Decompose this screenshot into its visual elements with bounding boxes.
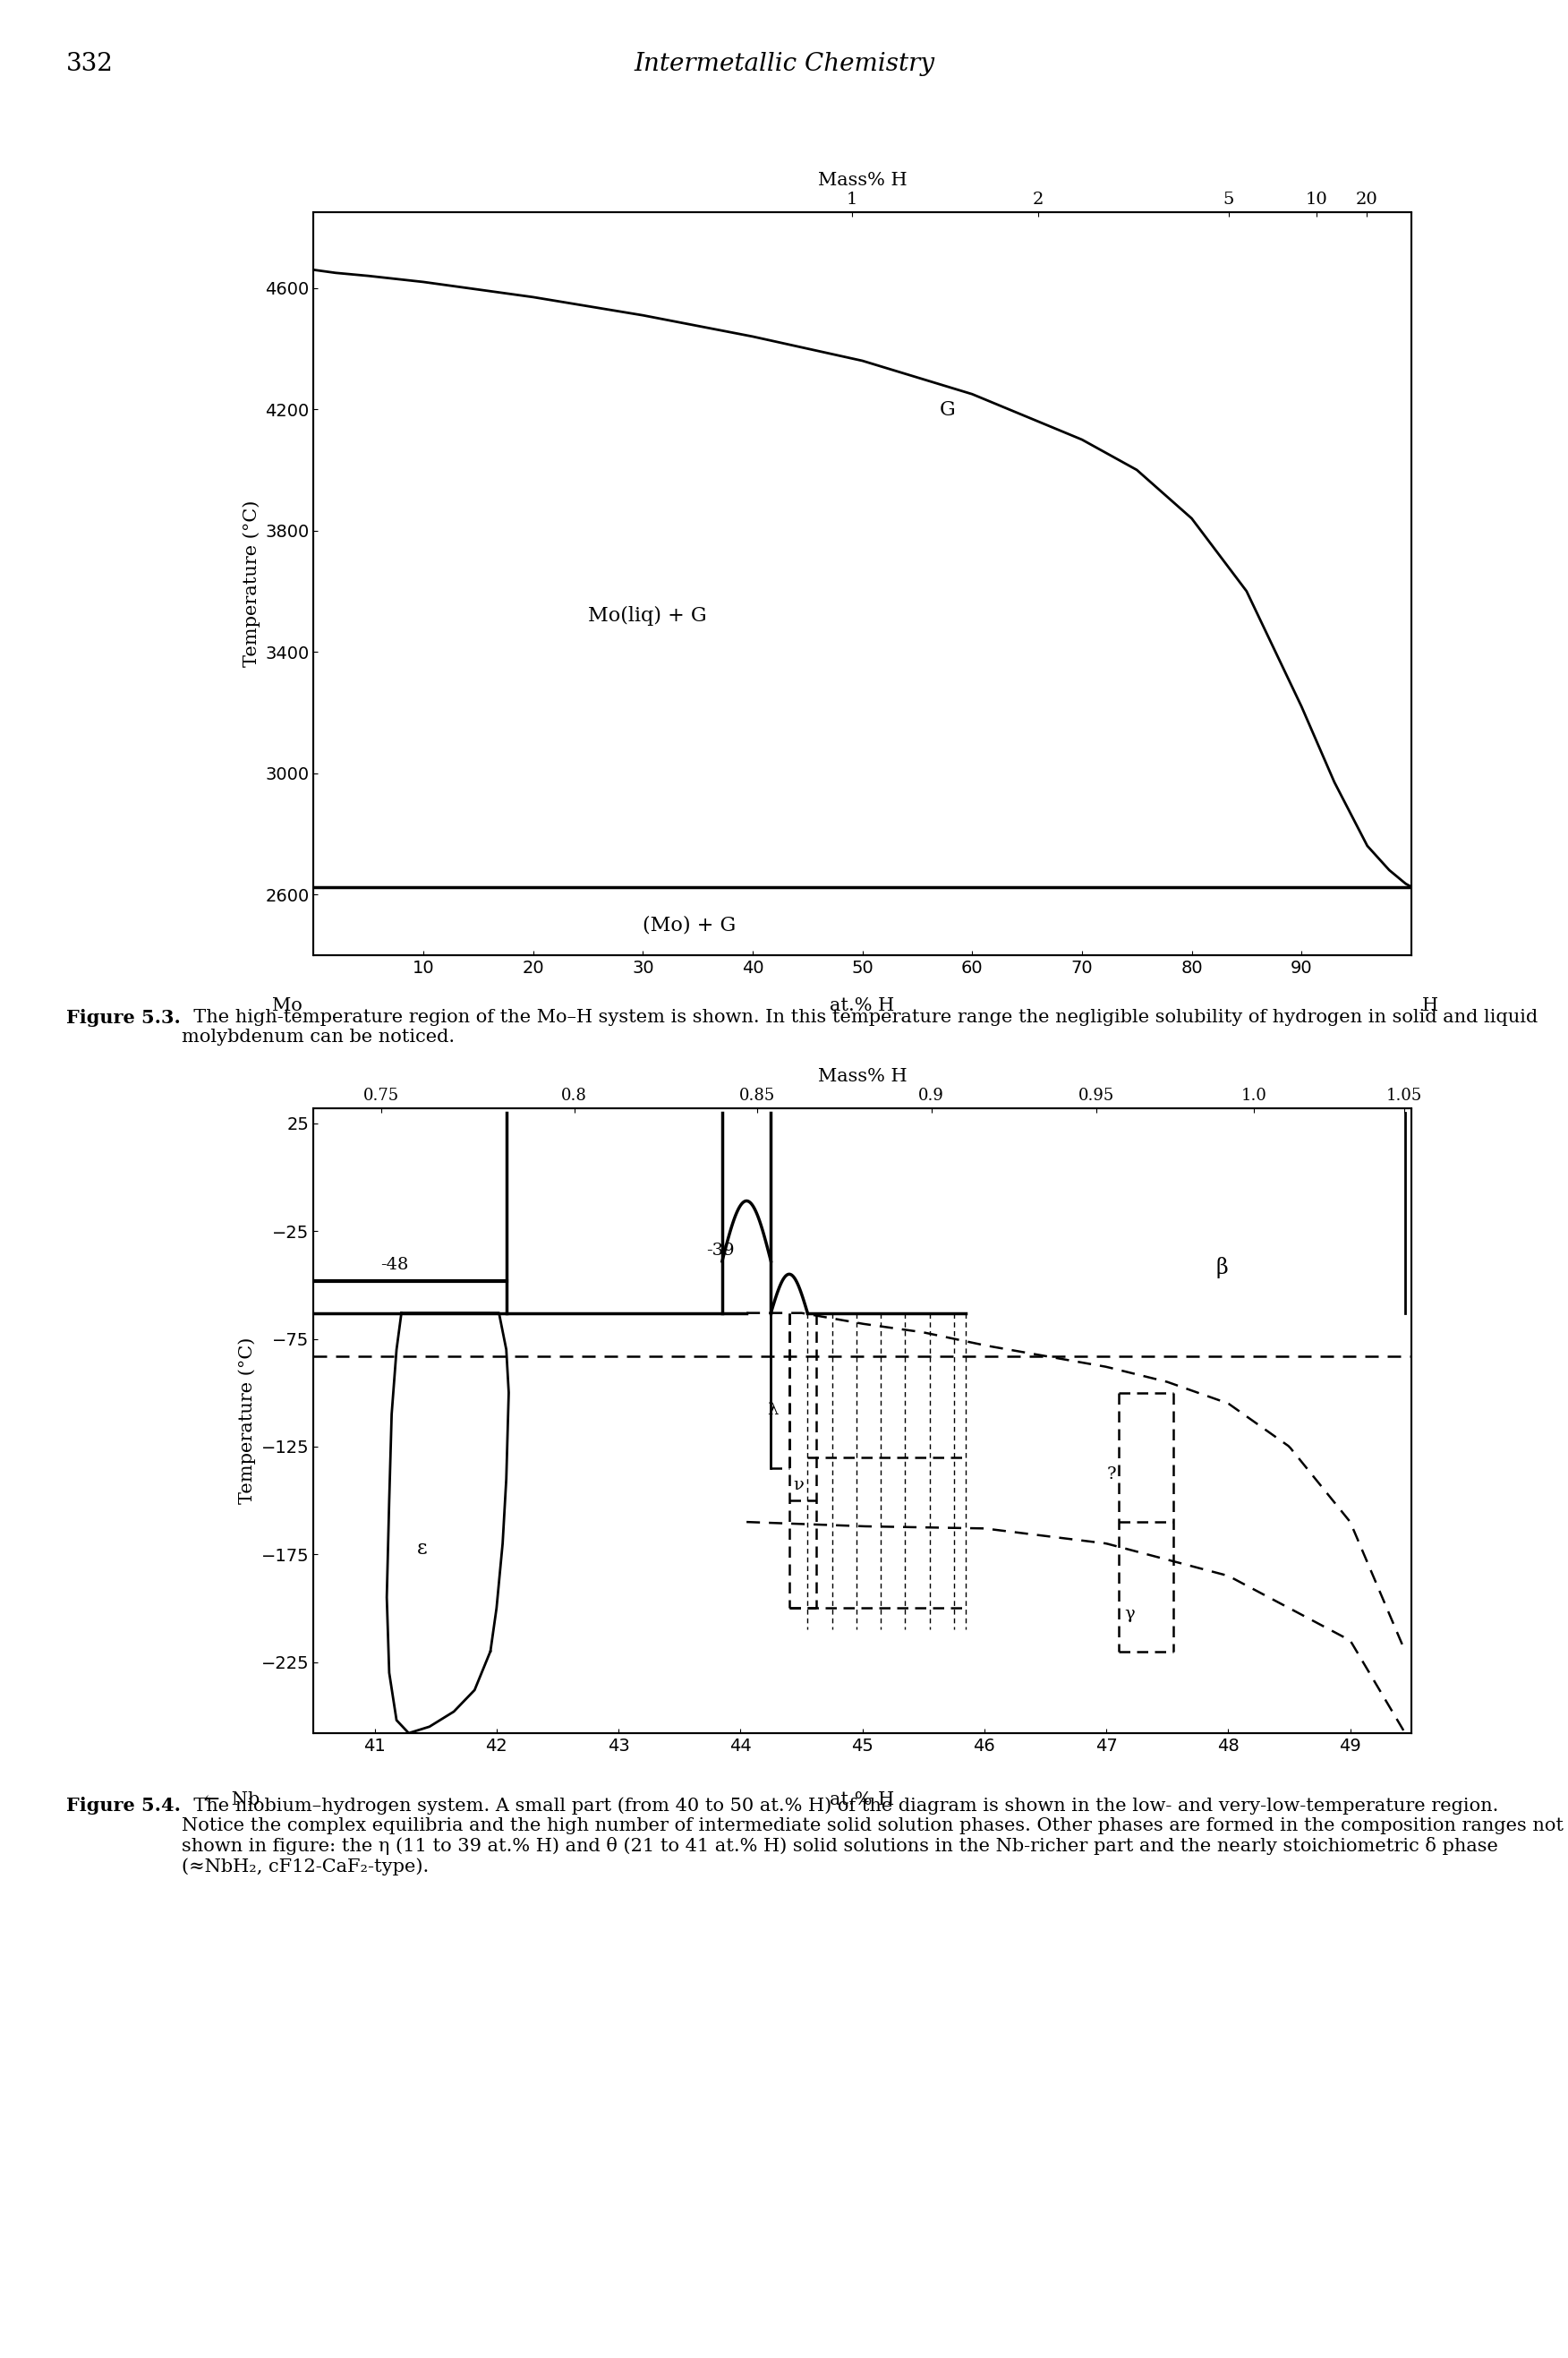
- Text: H: H: [1422, 997, 1438, 1014]
- Text: (Mo) + G: (Mo) + G: [643, 915, 737, 936]
- Text: ←  Nb: ← Nb: [204, 1792, 260, 1809]
- Text: Figure 5.4.: Figure 5.4.: [66, 1797, 180, 1816]
- Text: Mo(liq) + G: Mo(liq) + G: [588, 606, 707, 625]
- Text: ν: ν: [793, 1476, 803, 1493]
- X-axis label: Mass% H: Mass% H: [818, 1068, 906, 1085]
- Text: at.% H: at.% H: [829, 1792, 895, 1809]
- Text: ε: ε: [417, 1540, 428, 1559]
- Text: The high-temperature region of the Mo–H system is shown. In this temperature ran: The high-temperature region of the Mo–H …: [182, 1009, 1538, 1047]
- Text: Intermetallic Chemistry: Intermetallic Chemistry: [633, 52, 935, 75]
- Text: γ: γ: [1124, 1606, 1135, 1622]
- Y-axis label: Temperature (°C): Temperature (°C): [238, 1337, 256, 1504]
- Text: at.% H: at.% H: [829, 997, 895, 1014]
- Text: Mo: Mo: [273, 997, 303, 1014]
- Text: Figure 5.3.: Figure 5.3.: [66, 1009, 180, 1028]
- Text: -48: -48: [381, 1257, 409, 1273]
- Text: 332: 332: [66, 52, 113, 75]
- Text: ?: ?: [1107, 1467, 1116, 1483]
- X-axis label: Mass% H: Mass% H: [818, 172, 906, 189]
- Text: -39: -39: [706, 1243, 734, 1259]
- Y-axis label: Temperature (°C): Temperature (°C): [243, 500, 260, 667]
- Text: β: β: [1217, 1257, 1228, 1278]
- Text: λ: λ: [767, 1401, 778, 1417]
- Text: The niobium–hydrogen system. A small part (from 40 to 50 at.% H) of the diagram : The niobium–hydrogen system. A small par…: [182, 1797, 1563, 1875]
- Text: G: G: [939, 401, 955, 420]
